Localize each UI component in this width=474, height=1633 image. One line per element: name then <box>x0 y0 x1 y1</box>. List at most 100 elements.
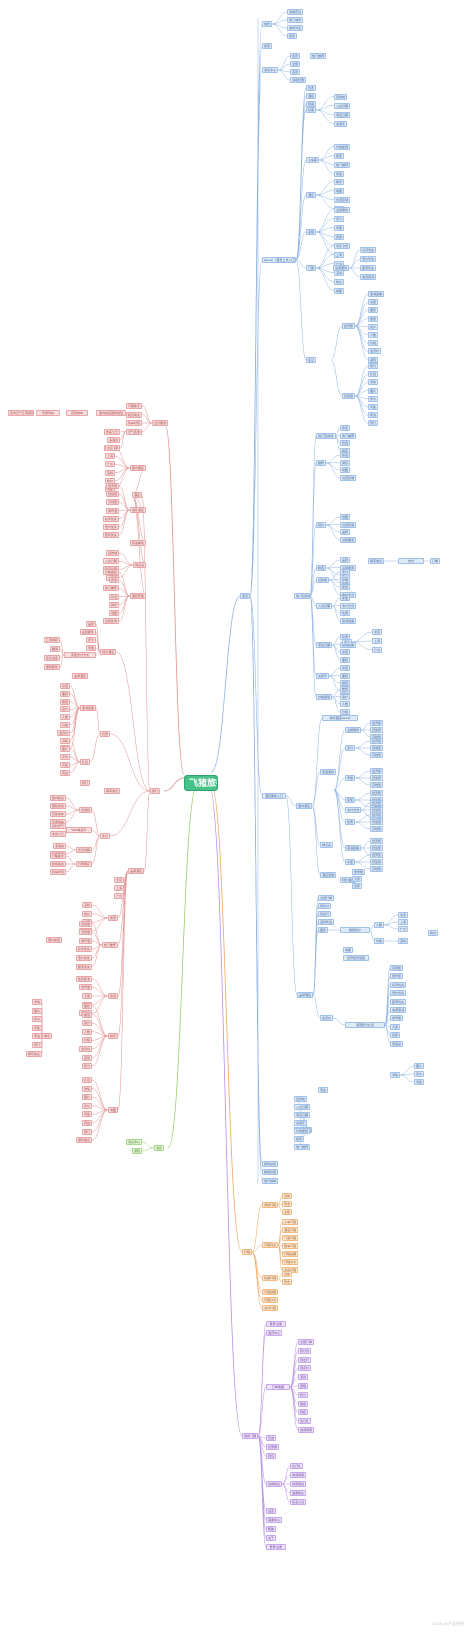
connector <box>65 845 76 851</box>
mine-bottom-node: 设置 <box>266 1508 276 1514</box>
left-top-d: 普通列车 <box>36 410 60 416</box>
hotel-misc-leaf-node: 价格星级 <box>294 1128 311 1134</box>
connector <box>354 310 369 327</box>
banner-leaf-node: 杭州 <box>334 278 344 285</box>
banner-sub: 设施服务 <box>333 265 350 271</box>
deep-leaf-node: 楼层 <box>368 315 378 322</box>
connector <box>354 740 371 749</box>
connector <box>369 924 375 931</box>
connector <box>167 785 198 1149</box>
left-bottom-leaf: 人数 <box>82 1028 92 1035</box>
connector <box>328 667 341 677</box>
connector <box>332 605 341 614</box>
connector <box>335 435 341 451</box>
banner-leaf-node: 价格星级 <box>334 143 351 150</box>
connector <box>141 414 153 424</box>
connector <box>89 733 101 763</box>
order-c2-node: 高档型 <box>390 965 403 971</box>
connector <box>332 1017 346 1026</box>
hotel-leaf-node: 高档型 <box>370 782 383 788</box>
left-leaf: 位置区域 <box>102 618 119 625</box>
mine-mid-node: 优惠券 <box>266 1444 279 1450</box>
home-hotel: 酒店服务入口 <box>262 793 286 799</box>
mine-set-leaf-node: 生日礼 <box>290 1463 303 1469</box>
deep-leaf-node: 人数 <box>368 332 378 338</box>
connector <box>59 654 65 668</box>
connector <box>333 789 346 863</box>
connector <box>312 929 319 996</box>
connector <box>295 259 307 269</box>
connector <box>399 1074 415 1083</box>
banner-leaf-node: 关键字 <box>334 120 347 127</box>
banner-leaf-node: 设施服务 <box>334 206 351 213</box>
hot-leaf-node: 房型 <box>340 649 350 655</box>
connector <box>143 790 151 872</box>
connector <box>65 855 76 865</box>
connector <box>354 373 369 397</box>
left-bottom-leaf: 低价优先 <box>75 954 92 961</box>
left-main-a: 酒店 <box>132 492 142 498</box>
hotel-sub: 设施服务 <box>345 727 362 733</box>
left-low-leaf: 行程助手 <box>49 853 66 859</box>
home-deals: 精选优惠 <box>262 1169 279 1175</box>
mine-order-leaf-node: 常用旅客 <box>298 1427 315 1433</box>
hotel-group: 民宿客栈 <box>320 769 337 775</box>
hot-group: 特价 <box>316 522 326 528</box>
connector <box>384 1024 391 1044</box>
left-mid-f1-node: 详情 <box>60 738 70 744</box>
connector <box>249 595 263 1182</box>
hotel-leaf-node: 经济型 <box>370 720 383 726</box>
mine-set-leaf-node: 发票抬头 <box>290 1490 307 1496</box>
banner-leaf-node: 成都 <box>334 287 344 294</box>
connector <box>91 978 109 997</box>
left-top-f-node: 未来七日 <box>103 429 120 435</box>
left-mid-b1-node: 翻译 <box>50 646 60 652</box>
connector <box>309 595 317 677</box>
connector <box>295 159 307 261</box>
connector <box>117 870 129 1037</box>
order-top-node: 全部订单 <box>318 895 335 901</box>
left-leaf: 上海 <box>105 453 115 460</box>
connector <box>251 1251 263 1301</box>
connector <box>295 259 307 361</box>
deep-leaf-node: 周边 <box>368 412 378 419</box>
left-bottom-a1-node: 北京 <box>114 877 124 883</box>
order-top-node: 退款售后 <box>318 919 335 925</box>
hot-leaf-node: 房型 <box>340 665 350 671</box>
connector <box>325 524 341 533</box>
mine-order-leaf-node: 待出行 <box>298 1356 311 1363</box>
branch-trip: 行程 <box>242 1249 252 1255</box>
connector <box>114 447 130 469</box>
order-b2: 经济型舒适型 <box>343 955 369 961</box>
banner-leaf-node: 低价优先 <box>360 256 377 262</box>
left-low-group: WiFi电话卡 <box>65 827 92 833</box>
banner-top: 酒店 <box>306 93 316 99</box>
left-bottom-group: 排序 <box>108 1033 118 1039</box>
hot-leaf-node: 床型 <box>340 595 350 601</box>
banner-leaf-node: 排序 <box>334 178 344 185</box>
connector <box>354 301 369 327</box>
connector <box>354 382 369 397</box>
order-c2-node: 家庭房 <box>390 1040 403 1047</box>
home-rank: 旅行榜单 <box>262 1178 279 1184</box>
hotel-leaf-node: 高档型 <box>370 866 383 872</box>
hot-group: 价格星级 <box>316 694 333 700</box>
connector <box>330 325 343 361</box>
connector <box>354 770 371 779</box>
connector <box>315 181 335 196</box>
banner-leaf-node: 评分 <box>334 215 344 222</box>
left-mid-a1-node: 品牌 <box>86 621 96 627</box>
connector <box>354 365 369 397</box>
connector <box>251 1251 263 1293</box>
left-group: 国内酒店 <box>129 465 146 471</box>
left-bottom-leaf: 豪华型 <box>79 937 92 944</box>
chain-1: 填写信息 <box>368 558 385 564</box>
trip-b-leaf-node: 行程分享 <box>282 1259 299 1265</box>
left-mid-a1-node: 设施服务 <box>79 629 96 635</box>
connector <box>282 1465 291 1485</box>
order-a2-node: 价格 <box>374 938 384 944</box>
left-mid-f1-node: 问答 <box>60 762 70 768</box>
connector <box>91 829 101 837</box>
connector <box>251 1204 263 1253</box>
branch-mine: 我的飞猪 <box>242 1433 259 1439</box>
